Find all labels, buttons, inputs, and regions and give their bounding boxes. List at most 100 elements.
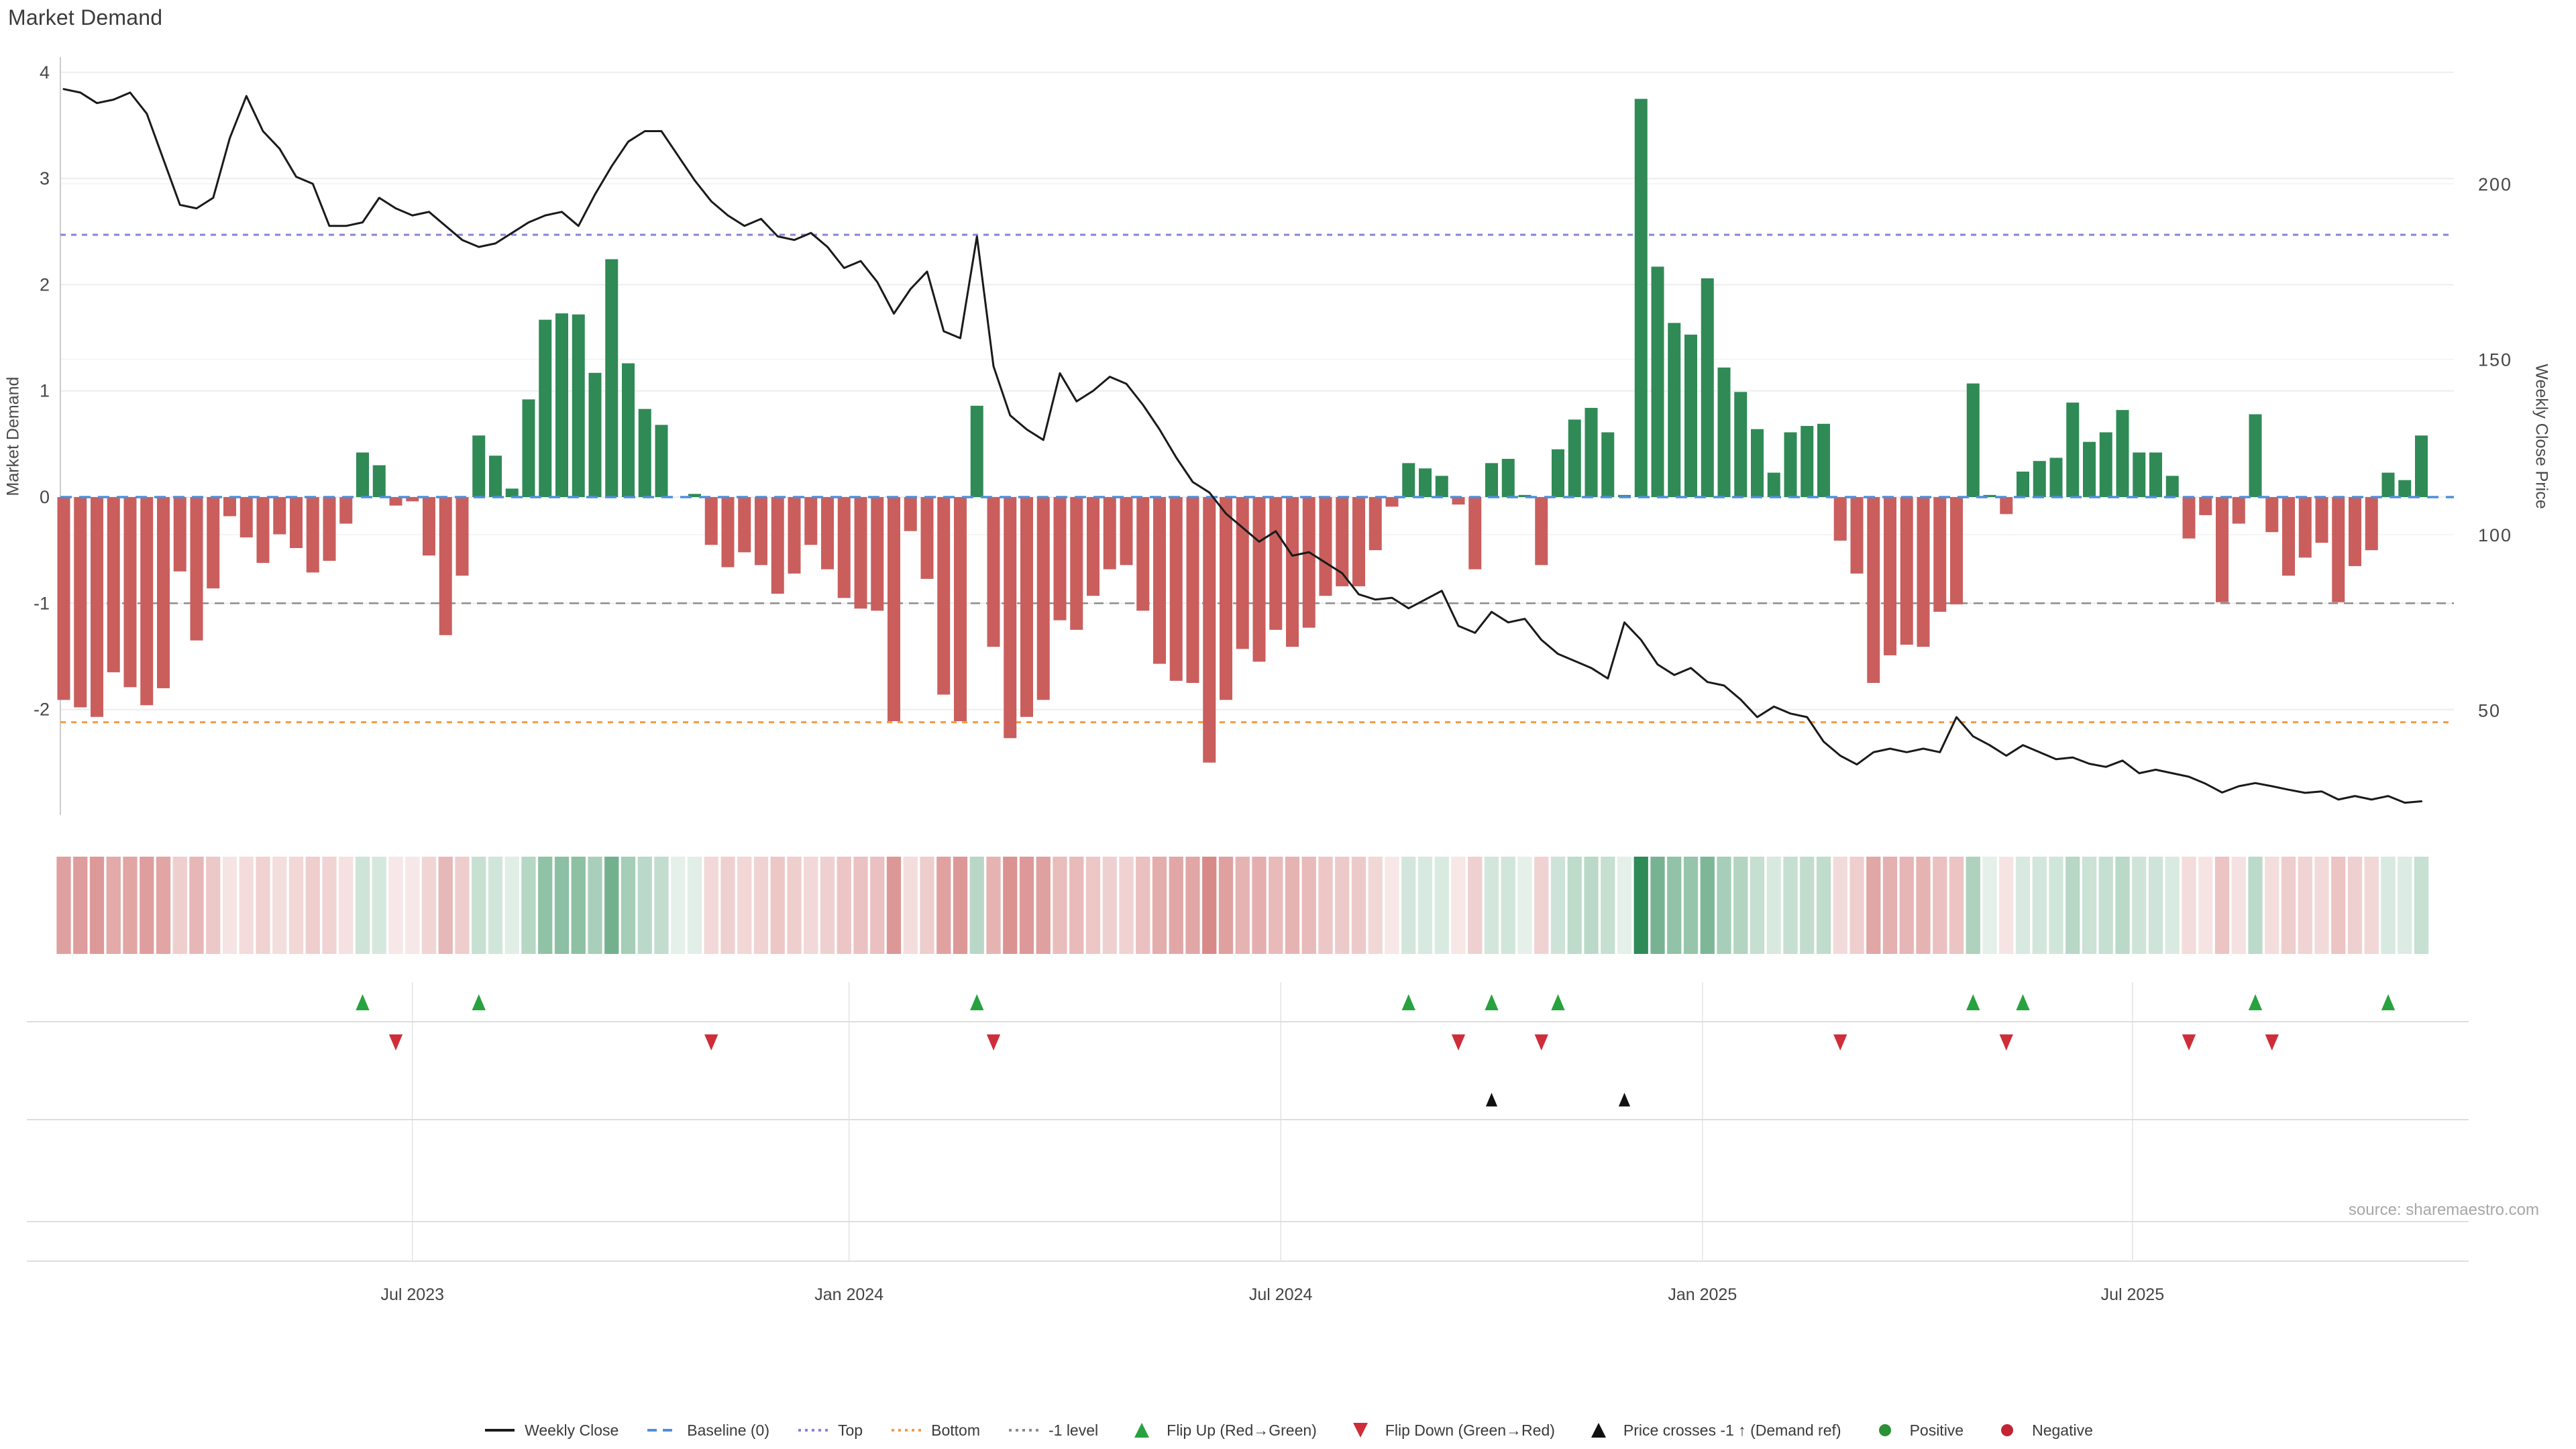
chart-canvas[interactable]: 4 3 2 1 0 -1 -2 200 150 100 50 Jul 2023 Jan 2024 Jul … — [0, 0, 2576, 1415]
heatmap-cell — [272, 857, 287, 954]
demand-bar-negative — [306, 497, 319, 573]
demand-bar-positive — [1601, 432, 1615, 497]
heatmap-cell — [256, 857, 270, 954]
demand-bar-negative — [1933, 497, 1947, 612]
heatmap-cell — [1667, 857, 1682, 954]
heatmap-cell — [438, 857, 453, 954]
demand-bar-positive — [572, 314, 585, 497]
demand-bar-negative — [1900, 497, 1913, 645]
x-axis-date-label: Jan 2024 — [814, 1285, 883, 1304]
demand-bar-negative — [1385, 497, 1399, 507]
flip-up-marker — [1551, 994, 1565, 1011]
flip-down-marker — [2182, 1034, 2196, 1051]
heatmap-cell — [1849, 857, 1864, 954]
heatmap-cell — [1633, 857, 1648, 954]
flip-down-marker — [1833, 1034, 1847, 1051]
demand-bar-negative — [1236, 497, 1249, 649]
legend-item-minus1-level[interactable]: -1 level — [1007, 1421, 1098, 1440]
heatmap-cell — [2298, 857, 2312, 954]
weekly-close-line — [62, 88, 2422, 804]
heatmap-cell — [1816, 857, 1831, 954]
legend-item-flip-down[interactable]: Flip Down (Green→Red) — [1344, 1421, 1555, 1440]
demand-bar-positive — [1568, 419, 1581, 497]
legend-item-top[interactable]: Top — [796, 1421, 863, 1440]
heatmap-cell — [687, 857, 702, 954]
demand-bar-negative — [1036, 497, 1050, 700]
heatmap-cell — [1484, 857, 1499, 954]
left-axis-tick-label: -2 — [34, 700, 50, 720]
demand-bar-negative — [1452, 497, 1465, 505]
demand-bar-negative — [256, 497, 270, 564]
legend-item-negative[interactable]: Negative — [1990, 1421, 2093, 1440]
legend-item-baseline[interactable]: Baseline (0) — [645, 1421, 769, 1440]
demand-bar-negative — [1884, 497, 1896, 655]
demand-bar-positive — [1651, 266, 1664, 497]
demand-bar-negative — [1070, 497, 1083, 630]
heatmap-cell — [2231, 857, 2246, 954]
heatmap-cell — [1617, 857, 1632, 954]
flip-up-marker — [1401, 994, 1415, 1011]
demand-bar-positive — [2066, 402, 2080, 497]
demand-bar-positive — [2083, 441, 2096, 497]
demand-bar-negative — [1053, 497, 1067, 621]
legend-item-flip-up[interactable]: Flip Up (Red→Green) — [1125, 1421, 1317, 1440]
demand-bar-negative — [1020, 497, 1033, 717]
demand-bar-positive — [522, 399, 535, 497]
demand-bar-negative — [2265, 497, 2279, 533]
demand-bar-negative — [888, 497, 900, 722]
heatmap-cell — [1401, 857, 1416, 954]
legend-item-bottom[interactable]: Bottom — [890, 1421, 980, 1440]
legend-item-weekly-close[interactable]: Weekly Close — [483, 1421, 619, 1440]
heatmap-cell — [1152, 857, 1167, 954]
demand-bar-negative — [439, 497, 452, 635]
demand-bar-negative — [157, 497, 170, 688]
demand-bar-negative — [937, 497, 951, 695]
demand-bar-negative — [1319, 497, 1332, 596]
flip-up-marker — [1485, 994, 1499, 1011]
demand-bar-negative — [771, 497, 784, 594]
flip-down-marker — [1451, 1034, 1466, 1051]
demand-bar-negative — [389, 497, 402, 506]
demand-bar-negative — [1833, 497, 1847, 541]
heatmap-cell — [1550, 857, 1566, 954]
heatmap-cell — [1899, 857, 1914, 954]
heatmap-cell — [2098, 857, 2113, 954]
heatmap-cell — [637, 857, 652, 954]
heatmap-cell — [837, 857, 851, 954]
right-axis-tick-label: 100 — [2478, 525, 2512, 545]
demand-bar-negative — [1368, 497, 1382, 551]
heatmap-cell — [405, 857, 420, 954]
demand-bar-negative — [788, 497, 801, 574]
demand-bar-positive — [1485, 463, 1498, 497]
legend-item-positive[interactable]: Positive — [1868, 1421, 1964, 1440]
heatmap-cell — [1085, 857, 1101, 954]
demand-bar-negative — [738, 497, 751, 553]
heatmap-cell — [472, 857, 486, 954]
demand-bar-positive — [655, 425, 668, 497]
demand-bar-negative — [755, 497, 767, 566]
heatmap-cell — [1866, 857, 1881, 954]
x-axis-date-label: Jul 2024 — [1249, 1285, 1313, 1304]
heatmap-cell — [455, 857, 470, 954]
heatmap-cell — [1783, 857, 1798, 954]
heatmap-cell — [588, 857, 602, 954]
heatmap-cell — [1717, 857, 1731, 954]
demand-bar-negative — [1286, 497, 1299, 647]
right-axis-tick-label: 50 — [2478, 701, 2501, 721]
legend-item-price-cross[interactable]: Price crosses -1 ↑ (Demand ref) — [1582, 1421, 1841, 1440]
heatmap-cell — [1584, 857, 1599, 954]
demand-bar-negative — [406, 497, 419, 502]
heatmap-cell — [189, 857, 204, 954]
heatmap-cell — [1235, 857, 1250, 954]
flip-down-marker — [986, 1034, 1001, 1051]
heatmap-cell — [554, 857, 570, 954]
demand-bar-positive — [555, 313, 568, 497]
demand-bar-negative — [1850, 497, 1864, 574]
demand-bar-positive — [372, 465, 386, 497]
heatmap-cell — [2265, 857, 2279, 954]
heatmap-cell — [421, 857, 437, 954]
demand-bar-negative — [323, 497, 336, 561]
heatmap-cell — [1102, 857, 1117, 954]
heatmap-cell — [206, 857, 221, 954]
heatmap-cell — [1169, 857, 1183, 954]
